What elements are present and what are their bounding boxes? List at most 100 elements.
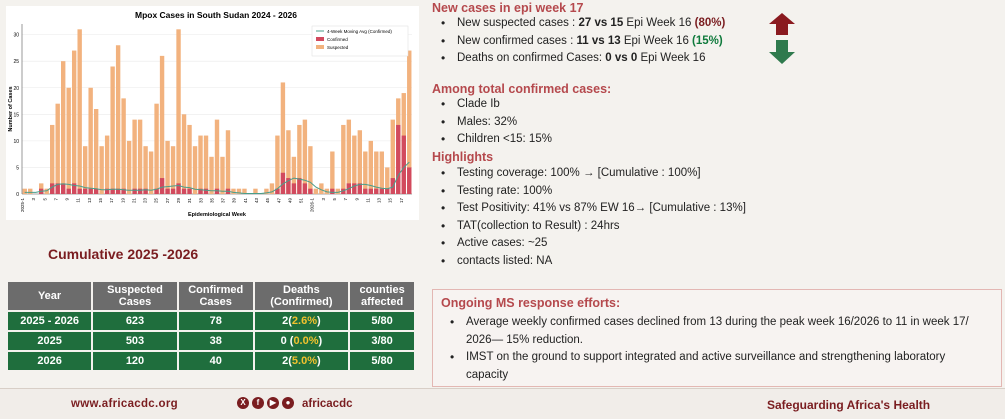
epi-item-label: New confirmed cases : [457,34,577,47]
suspected-bar [22,188,27,194]
x-tick-label: 33 [198,198,203,204]
deaths-count: 0 ( [280,335,294,347]
x-tick-label: 7 [343,198,348,201]
arrow-down-icon [769,40,795,64]
arrow-up-icon [769,13,795,35]
confirmed-bar [396,124,401,194]
suspected-bar [368,140,373,194]
x-tick-label: 27 [165,198,170,204]
suspected-bar [269,183,275,194]
suspected-bar [280,82,286,194]
deaths-close: ) [316,315,321,327]
x-tick-label: 41 [243,198,248,204]
x-tick-label: 47 [276,198,281,204]
x-tick-label: 9 [65,198,70,201]
x-tick-label: 17 [399,198,404,204]
x-axis-label: Epidemiological Week [188,212,247,218]
footer-handle[interactable]: africacdc [302,398,353,410]
confirmed-bar [198,188,203,194]
confirmed-bar [93,188,99,194]
y-tick-label: 10 [13,139,19,145]
suspected-bar [148,151,154,194]
confirmed-bar [82,188,88,194]
y-tick-label: 30 [13,33,19,39]
table-row: 2025 - 2026 623 78 2(2.6%) 5/80 [8,312,414,330]
confirmed-bar [374,188,379,194]
suspected-bar [61,61,66,194]
table-row: 2025 503 38 0 (0.0%) 3/80 [8,332,414,350]
x-tick-label: 9 [354,198,359,201]
suspected-bar [99,146,104,194]
x-tick-label: 11 [76,198,81,203]
suspected-bar [126,140,132,194]
social-icons: X f ▶ ● [237,397,294,409]
epi-week-item: New suspected cases : 27 vs 15 Epi Week … [432,15,725,33]
x-icon[interactable]: X [237,397,249,409]
y-tick-label: 5 [16,165,19,171]
suspected-bar [181,114,187,194]
suspected-bar [264,188,269,194]
cumulative-table: Year Suspected Cases Confirmed Cases Deaths… [6,280,416,372]
confirmed-bar [401,135,406,194]
suspected-bar [253,188,258,194]
table-header-cell: Confirmed Cases [178,282,253,310]
confirmed-bar [115,188,121,194]
confirmed-bar [407,167,412,194]
suspected-bar [363,151,368,194]
x-tick-label: 23 [143,198,148,204]
highlight-item: Test Positivity: 41% vs 87% EW 16→ [Cumu… [432,200,746,218]
legend-swatch-confirmed [316,37,324,41]
confirmed-bar [341,188,346,194]
confirmed-bar [363,188,368,194]
deaths-close: ) [318,335,323,347]
confirmed-bar [352,183,357,194]
footer-url[interactable]: www.africacdc.org [71,398,178,410]
confirmed-bar [176,183,181,194]
x-tick-label: 35 [209,198,214,204]
x-tick-label: 2026-1 [310,198,315,213]
y-axis-label: Number of Cases [8,86,14,131]
epi-item-values: 11 vs 13 [576,34,621,47]
cell-counties: 5/80 [350,352,414,370]
confirmed-bar [88,188,93,194]
y-tick-label: 15 [13,112,19,118]
x-tick-label: 15 [98,198,103,204]
ms-response-item: Average weekly confirmed cases declined … [441,314,986,349]
cumulative-title: Cumulative 2025 -2026 [48,246,199,262]
suspected-bar [313,188,319,194]
confirmed-bar [297,178,302,194]
x-tick-label: 43 [254,198,259,204]
y-tick-label: 20 [13,86,19,92]
x-tick-label: 37 [221,198,226,204]
cell-counties: 5/80 [350,312,414,330]
suspected-bar [220,156,225,194]
cell-deaths: 2(2.6%) [254,312,349,330]
cell-year: 2025 - 2026 [8,312,92,330]
confirmed-bar [137,188,143,194]
suspected-bar [225,130,231,194]
cumulative-table-header: Year Suspected Cases Confirmed Cases Deaths… [8,282,414,310]
confirmed-section-list: Clade IbMales: 32%Children <15: 15% [432,96,552,149]
table-header-cell: Year [8,282,92,310]
epi-week-item: New confirmed cases : 11 vs 13 Epi Week … [432,33,725,51]
suspected-bar [407,50,412,194]
mpox-chart: Mpox Cases in South Sudan 2024 - 2026 0 5 1… [6,6,419,220]
suspected-bar [143,146,148,194]
confirmed-section-item: Males: 32% [432,114,552,132]
confirmed-bar [110,188,115,194]
youtube-icon[interactable]: ▶ [267,397,279,409]
confirmed-bar [275,188,280,194]
cell-deaths: 0 (0.0%) [254,332,349,350]
legend-label: Suspected [327,45,349,50]
facebook-icon[interactable]: f [252,397,264,409]
footer-tagline: Safeguarding Africa's Health [767,398,931,412]
instagram-icon[interactable]: ● [282,397,294,409]
epi-item-label: New suspected cases : [457,17,579,29]
x-tick-label: 13 [377,198,382,204]
confirmed-bar [154,188,159,194]
cumulative-table-body: 2025 - 2026 623 78 2(2.6%) 5/80 2025 503 38 0 (0… [8,312,414,370]
cell-confirmed: 38 [178,332,253,350]
cell-year: 2025 [8,332,92,350]
confirmed-bar [385,188,390,194]
x-tick-label: 39 [232,198,237,204]
